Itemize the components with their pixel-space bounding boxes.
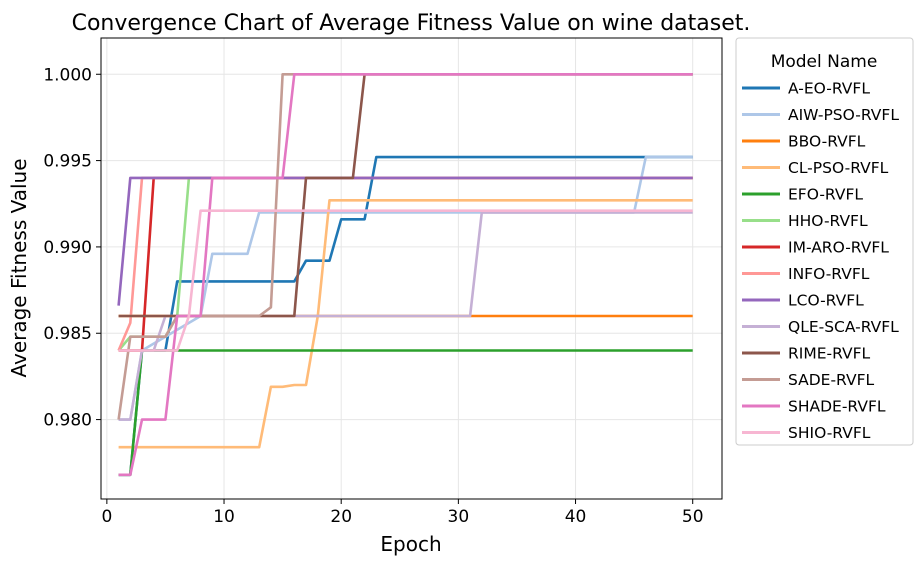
legend-label: QLE-SCA-RVFL xyxy=(788,318,899,336)
series-line-sade-rvfl xyxy=(117,73,693,420)
legend-label: CL-PSO-RVFL xyxy=(788,159,889,177)
y-axis: 0.980 0.985 0.990 0.995 1.000 xyxy=(43,65,101,431)
y-tick-label: 0.985 xyxy=(43,324,92,344)
series-line-lco-rvfl xyxy=(117,176,693,306)
x-tick-label: 40 xyxy=(565,507,587,527)
y-tick-label: 0.980 xyxy=(43,411,92,431)
y-tick-label: 1.000 xyxy=(43,65,92,85)
legend-label: HHO-RVFL xyxy=(788,212,868,230)
y-axis-label: Average Fitness Value xyxy=(7,158,31,377)
legend-label: IM-ARO-RVFL xyxy=(788,239,889,257)
legend-label: RIME-RVFL xyxy=(788,345,871,363)
chart-title: Convergence Chart of Average Fitness Val… xyxy=(72,11,751,36)
legend-label: SHIO-RVFL xyxy=(788,424,871,442)
series-line-shio-rvfl xyxy=(118,209,693,352)
legend-label: AIW-PSO-RVFL xyxy=(788,106,899,124)
series-line-qle-sca-rvfl xyxy=(118,211,693,421)
series-line-cl-pso-rvfl xyxy=(118,199,693,449)
legend-label: SHADE-RVFL xyxy=(788,398,886,416)
series-line-aiw-pso-rvfl xyxy=(118,155,693,421)
y-tick-label: 0.990 xyxy=(43,238,92,258)
x-axis: 0 10 20 30 40 50 xyxy=(101,499,704,527)
x-axis-label: Epoch xyxy=(380,532,441,556)
legend-label: EFO-RVFL xyxy=(788,186,863,204)
plot-frame xyxy=(100,37,723,500)
series-line-efo-rvfl xyxy=(118,349,693,477)
series-line-shade-rvfl xyxy=(118,73,693,477)
legend-label: BBO-RVFL xyxy=(788,133,866,151)
x-tick-label: 10 xyxy=(213,507,235,527)
y-tick-label: 0.995 xyxy=(43,152,92,172)
x-tick-label: 0 xyxy=(101,507,112,527)
grid xyxy=(101,38,722,499)
legend-label: SADE-RVFL xyxy=(788,371,874,389)
legend-label: LCO-RVFL xyxy=(788,292,864,310)
legend: Model Name A-EO-RVFL AIW-PSO-RVFL BBO-RVFL… xyxy=(735,37,914,446)
legend-items: A-EO-RVFL AIW-PSO-RVFL BBO-RVFL CL-PSO-RVFL… xyxy=(742,80,899,442)
legend-label: A-EO-RVFL xyxy=(788,80,870,98)
legend-title: Model Name xyxy=(771,52,878,72)
plot-area: 0 10 20 30 40 50 0.980 0.985 0.990 0.995 1.000 xyxy=(43,37,723,527)
x-tick-label: 50 xyxy=(682,507,704,527)
x-tick-label: 30 xyxy=(448,507,470,527)
series-layer xyxy=(117,73,693,477)
x-tick-label: 20 xyxy=(330,507,352,527)
legend-label: INFO-RVFL xyxy=(788,265,870,283)
legend-frame xyxy=(735,37,914,446)
